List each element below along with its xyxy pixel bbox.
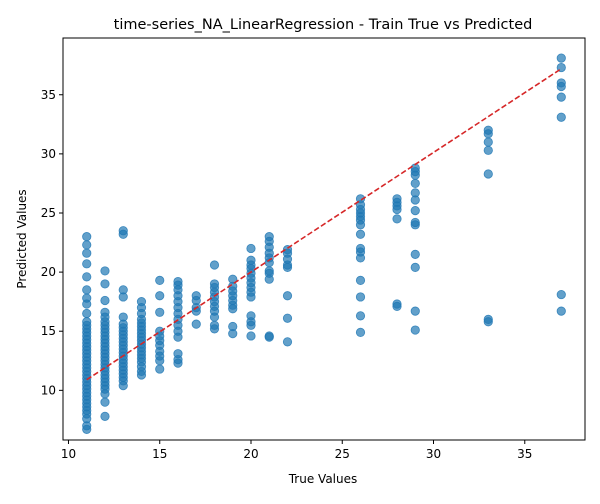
data-point	[282, 313, 293, 323]
axes-frame	[62, 37, 586, 441]
data-point	[264, 266, 274, 276]
ideal-fit-line	[86, 68, 562, 381]
data-point	[410, 306, 420, 316]
data-point	[264, 232, 274, 242]
y-tick-label: 10	[41, 383, 56, 397]
data-point	[392, 299, 402, 309]
data-point	[82, 240, 92, 250]
data-point	[118, 226, 128, 236]
data-point	[136, 297, 147, 307]
plot-area	[62, 37, 586, 441]
data-point	[355, 327, 366, 338]
x-axis-label: True Values	[288, 472, 358, 486]
data-point	[355, 243, 366, 254]
data-point	[483, 125, 493, 135]
data-point	[410, 217, 420, 228]
data-point	[82, 308, 92, 319]
data-point	[355, 229, 366, 239]
y-axis-ticks: 10 15 20 25 30 35	[41, 88, 63, 397]
data-point	[282, 337, 293, 347]
data-point	[173, 349, 183, 359]
data-point	[392, 194, 402, 204]
data-point	[100, 266, 110, 276]
data-point	[355, 311, 366, 321]
x-tick-label: 30	[426, 447, 441, 461]
y-tick-label: 25	[41, 206, 56, 220]
data-point	[410, 178, 420, 189]
x-tick-label: 15	[152, 447, 167, 461]
data-point	[209, 260, 220, 270]
data-point	[82, 317, 92, 327]
data-point	[556, 92, 566, 102]
data-point	[556, 306, 566, 316]
data-point	[82, 272, 92, 282]
data-point	[100, 279, 110, 289]
data-point	[556, 78, 566, 88]
data-point	[228, 274, 238, 284]
chart-title: time-series_NA_LinearRegression - Train …	[114, 17, 533, 33]
data-point	[209, 279, 220, 289]
data-point	[155, 307, 165, 317]
data-point	[118, 312, 128, 322]
data-point	[100, 411, 110, 421]
data-point	[246, 331, 256, 341]
data-point	[355, 275, 366, 285]
x-tick-label: 20	[243, 447, 258, 461]
data-point	[173, 276, 183, 287]
data-point	[392, 214, 402, 224]
data-point	[100, 307, 110, 317]
y-tick-label: 20	[41, 265, 56, 279]
data-point	[246, 311, 256, 321]
data-point	[155, 364, 165, 374]
data-point	[155, 275, 165, 285]
data-point	[82, 259, 92, 269]
data-point	[100, 397, 110, 407]
data-point	[410, 262, 420, 272]
data-point	[483, 137, 493, 147]
y-tick-label: 35	[41, 88, 56, 102]
data-point	[410, 325, 420, 335]
data-point	[100, 295, 110, 306]
y-tick-label: 15	[41, 324, 56, 338]
data-point	[410, 249, 420, 259]
data-point	[264, 331, 274, 341]
x-axis-ticks: 10 15 20 25 30 35	[61, 440, 532, 461]
x-tick-label: 25	[335, 447, 350, 461]
data-point	[118, 285, 128, 295]
data-point	[556, 112, 566, 122]
data-point	[355, 292, 366, 302]
data-point	[228, 321, 238, 332]
data-point	[82, 248, 92, 258]
data-point	[246, 243, 256, 254]
data-point	[191, 291, 201, 301]
data-point	[82, 232, 92, 242]
data-point	[483, 145, 493, 155]
data-point	[483, 314, 493, 324]
data-point	[155, 291, 165, 301]
data-point	[282, 291, 293, 301]
data-point	[246, 255, 256, 265]
x-tick-label: 10	[61, 447, 76, 461]
y-tick-label: 30	[41, 147, 56, 161]
data-point	[556, 289, 566, 300]
data-point	[410, 206, 420, 216]
x-tick-label: 35	[517, 447, 532, 461]
data-point	[410, 188, 420, 198]
data-point	[82, 293, 92, 303]
data-point	[483, 169, 493, 179]
data-point	[82, 285, 92, 295]
data-point	[209, 320, 220, 330]
y-axis-label: Predicted Values	[15, 189, 29, 288]
data-point	[191, 319, 201, 329]
data-point	[556, 53, 566, 63]
